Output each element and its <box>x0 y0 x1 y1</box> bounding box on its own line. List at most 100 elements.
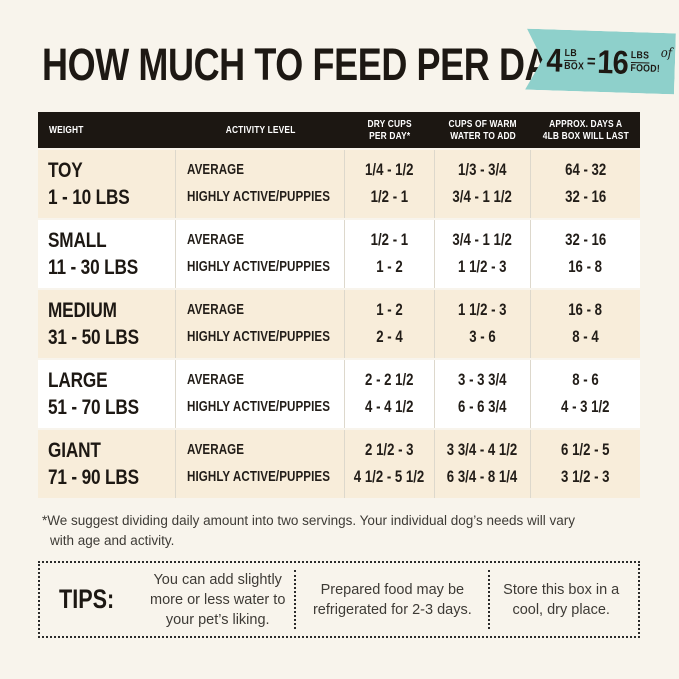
cell-weight: LARGE 51 - 70 LBS <box>38 360 176 428</box>
cell-warm-water: 3 3/4 - 4 1/2 6 3/4 - 8 1/4 <box>435 430 531 498</box>
cell-activity: AVERAGE HIGHLY ACTIVE/PUPPIES <box>176 290 345 358</box>
days-high: 16 - 8 <box>568 258 603 276</box>
days-high: 3 1/2 - 3 <box>561 468 610 486</box>
tip-water-adjustment: You can add slightly more or less water … <box>150 571 286 628</box>
water-high: 6 - 6 3/4 <box>458 398 507 416</box>
days-high: 4 - 3 1/2 <box>561 398 610 416</box>
cell-warm-water: 1/3 - 3/4 3/4 - 1 1/2 <box>435 150 531 218</box>
dry-cups-high: 1/2 - 1 <box>370 188 409 206</box>
weight-size-label: LARGE <box>48 368 108 392</box>
water-average: 1/3 - 3/4 <box>458 161 507 179</box>
cell-days-box-lasts: 32 - 16 16 - 8 <box>531 220 640 288</box>
tip-storage: Store this box in a cool, dry place. <box>503 581 620 618</box>
column-header-dry-cups-line1: DRY CUPS <box>367 118 413 130</box>
ribbon-word-of: of <box>660 45 673 61</box>
cell-days-box-lasts: 64 - 32 32 - 16 <box>531 150 640 218</box>
ribbon-qty-4: 4 <box>545 41 563 79</box>
cell-activity: AVERAGE HIGHLY ACTIVE/PUPPIES <box>176 150 345 218</box>
water-average: 3 3/4 - 4 1/2 <box>447 441 518 459</box>
footnote: *We suggest dividing daily amount into t… <box>42 511 642 552</box>
column-header-warm-water: CUPS OF WARM WATER TO ADD <box>435 118 531 142</box>
tips-label-text: TIPS: <box>59 584 115 614</box>
cell-weight: MEDIUM 31 - 50 LBS <box>38 290 176 358</box>
activity-high-label: HIGHLY ACTIVE/PUPPIES <box>187 399 331 415</box>
weight-range-label: 11 - 30 LBS <box>48 255 139 279</box>
days-high: 32 - 16 <box>564 188 607 206</box>
dry-cups-high: 4 - 4 1/2 <box>365 398 414 416</box>
table-row-small: SMALL 11 - 30 LBS AVERAGE HIGHLY ACTIVE/… <box>38 220 640 288</box>
cell-dry-cups: 2 - 2 1/2 4 - 4 1/2 <box>345 360 435 428</box>
footnote-line1: *We suggest dividing daily amount into t… <box>42 513 576 528</box>
footnote-line2: with age and activity. <box>50 533 175 549</box>
cell-dry-cups: 1/2 - 1 1 - 2 <box>345 220 435 288</box>
activity-average-label: AVERAGE <box>187 372 245 388</box>
feeding-table: WEIGHT ACTIVITY LEVEL DRY CUPS PER DAY* … <box>38 112 640 498</box>
weight-range-label: 51 - 70 LBS <box>48 395 139 419</box>
dry-cups-average: 1/4 - 1/2 <box>365 161 414 179</box>
cell-activity: AVERAGE HIGHLY ACTIVE/PUPPIES <box>176 220 345 288</box>
cell-warm-water: 3/4 - 1 1/2 1 1/2 - 3 <box>435 220 531 288</box>
column-header-weight: WEIGHT <box>38 124 176 136</box>
cell-activity: AVERAGE HIGHLY ACTIVE/PUPPIES <box>176 360 345 428</box>
tips-divider <box>294 570 297 629</box>
ribbon-unit-lb-box: LB BOX <box>564 49 585 73</box>
activity-high-label: HIGHLY ACTIVE/PUPPIES <box>187 469 331 485</box>
ribbon-unit-lb: LB <box>564 47 577 59</box>
ribbon-unit-lbs: LBS <box>630 49 650 62</box>
column-header-warm-water-line2: WATER TO ADD <box>450 130 516 142</box>
dry-cups-average: 1 - 2 <box>376 301 403 319</box>
weight-size-label: GIANT <box>48 438 101 462</box>
weight-size-label: TOY <box>48 158 83 182</box>
tip-refrigeration: Prepared food may be refrigerated for 2-… <box>312 581 472 618</box>
weight-range-label: 31 - 50 LBS <box>48 325 139 349</box>
water-high: 3/4 - 1 1/2 <box>452 188 513 206</box>
days-average: 64 - 32 <box>564 161 607 179</box>
column-header-activity-level: ACTIVITY LEVEL <box>176 124 345 136</box>
table-header-row: WEIGHT ACTIVITY LEVEL DRY CUPS PER DAY* … <box>38 112 640 148</box>
ribbon-equals-sign: = <box>586 51 596 71</box>
activity-average-label: AVERAGE <box>187 232 245 248</box>
ribbon-unit-food: FOOD! <box>630 63 661 76</box>
table-row-large: LARGE 51 - 70 LBS AVERAGE HIGHLY ACTIVE/… <box>38 360 640 428</box>
activity-average-label: AVERAGE <box>187 162 245 178</box>
cell-activity: AVERAGE HIGHLY ACTIVE/PUPPIES <box>176 430 345 498</box>
weight-size-label: MEDIUM <box>48 298 117 322</box>
cell-weight: SMALL 11 - 30 LBS <box>38 220 176 288</box>
column-header-days-box-lasts: APPROX. DAYS A 4LB BOX WILL LAST <box>531 118 640 142</box>
table-row-medium: MEDIUM 31 - 50 LBS AVERAGE HIGHLY ACTIVE… <box>38 290 640 358</box>
water-average: 3/4 - 1 1/2 <box>452 231 513 249</box>
dry-cups-high: 2 - 4 <box>376 328 403 346</box>
tips-box: TIPS: You can add slightly more or less … <box>38 561 640 638</box>
tips-divider <box>488 570 491 629</box>
column-header-days-line1: APPROX. DAYS A <box>548 118 623 130</box>
column-header-dry-cups: DRY CUPS PER DAY* <box>345 118 435 142</box>
activity-high-label: HIGHLY ACTIVE/PUPPIES <box>187 329 331 345</box>
activity-average-label: AVERAGE <box>187 442 245 458</box>
cell-warm-water: 1 1/2 - 3 3 - 6 <box>435 290 531 358</box>
days-high: 8 - 4 <box>572 328 599 346</box>
weight-size-label: SMALL <box>48 228 107 252</box>
column-header-weight-text: WEIGHT <box>49 124 84 136</box>
column-header-days-line2: 4LB BOX WILL LAST <box>542 130 629 142</box>
table-row-giant: GIANT 71 - 90 LBS AVERAGE HIGHLY ACTIVE/… <box>38 430 640 498</box>
dry-cups-high: 4 1/2 - 5 1/2 <box>354 468 425 486</box>
activity-average-label: AVERAGE <box>187 302 245 318</box>
days-average: 32 - 16 <box>564 231 607 249</box>
water-average: 1 1/2 - 3 <box>458 301 507 319</box>
weight-range-label: 1 - 10 LBS <box>48 185 130 209</box>
column-header-warm-water-line1: CUPS OF WARM <box>448 118 518 130</box>
weight-range-label: 71 - 90 LBS <box>48 465 139 489</box>
cell-days-box-lasts: 6 1/2 - 5 3 1/2 - 3 <box>531 430 640 498</box>
cell-weight: TOY 1 - 10 LBS <box>38 150 176 218</box>
days-average: 8 - 6 <box>572 371 599 389</box>
activity-high-label: HIGHLY ACTIVE/PUPPIES <box>187 189 331 205</box>
days-average: 16 - 8 <box>568 301 603 319</box>
cell-warm-water: 3 - 3 3/4 6 - 6 3/4 <box>435 360 531 428</box>
ribbon-unit-box: BOX <box>563 61 585 73</box>
dry-cups-average: 2 1/2 - 3 <box>365 441 414 459</box>
page-title: HOW MUCH TO FEED PER DAY <box>42 42 679 87</box>
ribbon-unit-lbs-food: LBS of FOOD! <box>630 51 660 75</box>
cell-dry-cups: 1 - 2 2 - 4 <box>345 290 435 358</box>
water-average: 3 - 3 3/4 <box>458 371 507 389</box>
